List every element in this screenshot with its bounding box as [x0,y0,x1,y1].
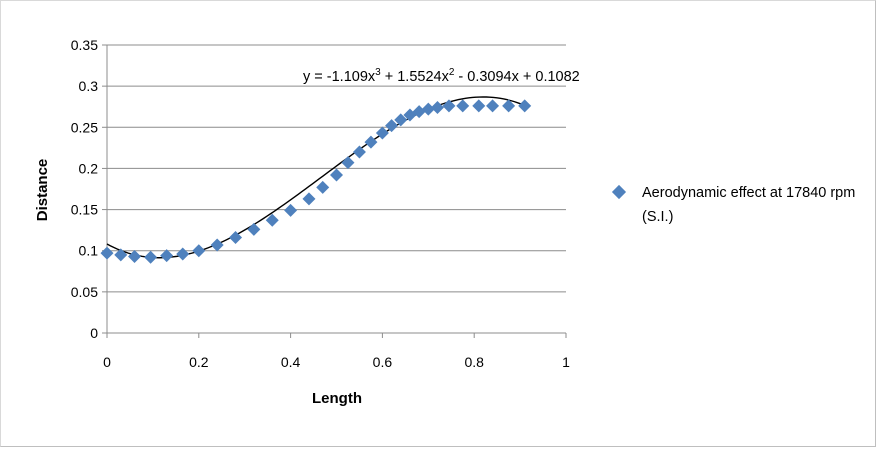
x-tick-label: 0.4 [281,354,301,370]
data-point [176,247,190,261]
y-axis-title: Distance [34,159,51,222]
data-point [302,192,316,206]
x-axis-title: Length [312,390,362,407]
y-tick-label: 0.35 [71,37,98,53]
data-point [330,168,343,182]
y-tick-label: 0.2 [79,160,99,176]
data-point [502,99,516,113]
y-tick-label: 0.1 [79,243,99,259]
data-point [375,126,389,140]
y-tick-label: 0.25 [71,119,98,135]
data-point [144,250,158,264]
data-point [486,99,500,113]
data-point [229,231,243,245]
data-point [247,222,261,236]
trendline [106,96,525,259]
trendline-layer [106,96,525,259]
x-tick-label: 0.2 [189,354,209,370]
data-point [364,135,378,149]
data-point [472,99,486,113]
y-tick-label: 0.05 [71,284,98,300]
grid-layer [107,44,566,334]
data-point [114,248,128,262]
data-point [442,99,456,113]
x-tick-label: 1 [562,354,570,370]
legend-label: Aerodynamic effect at 17840 rpm (S.I.) [642,185,856,225]
data-point [284,203,298,217]
x-tick-label: 0 [103,354,111,370]
data-point [160,249,174,263]
data-point [265,213,279,227]
y-tick-label: 0 [90,325,98,341]
points-layer [100,99,532,264]
trendline-equation: y = -1.109x3 + 1.5524x2 - 0.3094x + 0.10… [303,67,580,85]
axis-layer: 0 0.05 0.1 0.15 0.2 0.25 0.3 0.35 0 0.2 0.4 0.6 0.8 1 [71,37,570,370]
data-point [394,113,408,127]
data-point [518,99,532,113]
data-point [456,99,470,113]
data-point [192,244,206,258]
data-point [421,102,435,116]
x-tick-label: 0.6 [373,354,393,370]
data-point [210,238,224,252]
data-point [412,105,426,119]
data-point [316,180,330,194]
data-point [385,119,399,133]
y-tick-label: 0.3 [79,78,99,94]
data-point [128,249,142,263]
y-tick-label: 0.15 [71,202,98,218]
data-point [341,156,355,170]
data-point [100,246,114,260]
data-point [430,101,444,115]
x-tick-label: 0.8 [464,354,484,370]
data-point [352,145,366,159]
